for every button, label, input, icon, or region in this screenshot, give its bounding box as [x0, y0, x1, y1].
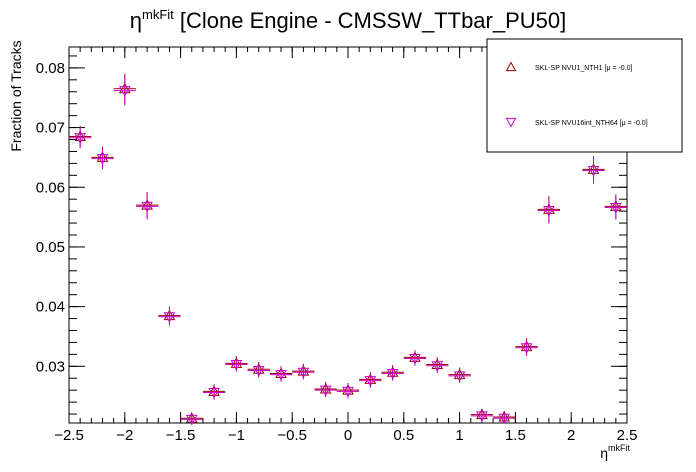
- data-point-triangle-down: [275, 370, 287, 381]
- data-point-triangle-down: [342, 386, 354, 398]
- data-point-triangle-down: [386, 368, 399, 380]
- data-point-triangle-down: [96, 154, 109, 165]
- x-axis-label-superscript: mkFit: [608, 443, 630, 453]
- data-point-triangle-down: [163, 312, 176, 323]
- title-superscript: mkFit: [142, 7, 174, 22]
- data-point-triangle-down: [520, 343, 533, 354]
- data-point-triangle-down: [587, 166, 600, 177]
- y-tick-label: 0.03: [36, 358, 65, 375]
- x-tick-label: 0.5: [393, 427, 414, 444]
- data-point-triangle-down: [185, 414, 198, 426]
- x-tick-label: −1: [228, 427, 245, 444]
- y-tick-label: 0.07: [36, 120, 65, 137]
- data-point-triangle-down: [118, 86, 131, 97]
- data-point-triangle-down: [230, 360, 243, 371]
- y-tick-label: 0.05: [36, 239, 65, 256]
- x-tick-label: −2.5: [54, 427, 84, 444]
- data-point-triangle-down: [409, 354, 421, 365]
- data-point-triangle-down: [364, 376, 377, 387]
- legend: SKL-SP NVU1_NTH1 [μ = -0.0] SKL-SP NVU16…: [486, 38, 683, 153]
- data-point-triangle-down: [543, 206, 555, 217]
- y-tick-label: 0.06: [36, 179, 65, 196]
- legend-entry-nvu16int-nth64: SKL-SP NVU16int_NTH64 [μ = -0.0]: [535, 120, 648, 127]
- y-tick-label: 0.08: [36, 60, 65, 77]
- x-tick-label: 1: [455, 427, 463, 444]
- data-point-triangle-down: [431, 361, 444, 372]
- axis-tick-labels: −2.5 −2 −1.5 −1 −0.5 0 0.5 1 1.5 2 2.5 0.03 0.04 0.05…: [36, 60, 638, 444]
- x-tick-label: −1.5: [166, 427, 196, 444]
- title-symbol: η: [130, 8, 142, 33]
- y-axis-label: Fraction of Tracks: [8, 40, 24, 151]
- data-point-triangle-down: [297, 367, 310, 379]
- data-point-triangle-down: [498, 413, 511, 425]
- data-point-triangle-down: [208, 388, 220, 399]
- data-point-triangle-down: [453, 371, 466, 382]
- x-axis-label-symbol: η: [600, 445, 608, 461]
- data-point-triangle-down: [609, 203, 622, 214]
- title-rest: [Clone Engine - CMSSW_TTbar_PU50]: [174, 8, 567, 33]
- data-point-triangle-down: [141, 201, 153, 213]
- legend-entry-nvu1-nth1: SKL-SP NVU1_NTH1 [μ = -0.0]: [535, 65, 633, 72]
- y-tick-label: 0.04: [36, 299, 65, 316]
- data-point-triangle-down: [252, 365, 265, 377]
- chart-title: ηmkFit [Clone Engine - CMSSW_TTbar_PU50]: [130, 7, 567, 33]
- data-point-triangle-down: [476, 411, 488, 422]
- legend-box: [486, 38, 683, 153]
- legend-marker-triangle-up: [505, 61, 517, 72]
- x-tick-label: 2: [567, 427, 575, 444]
- x-tick-label: 1.5: [505, 427, 526, 444]
- x-tick-label: −0.5: [277, 427, 307, 444]
- data-point-triangle-down: [319, 385, 332, 397]
- data-point-triangle-down: [74, 133, 87, 144]
- x-tick-label: 0: [344, 427, 352, 444]
- legend-marker-triangle-down: [505, 117, 517, 128]
- x-tick-label: 2.5: [617, 427, 638, 444]
- x-tick-label: −2: [116, 427, 133, 444]
- x-axis-label: ηmkFit: [600, 443, 630, 461]
